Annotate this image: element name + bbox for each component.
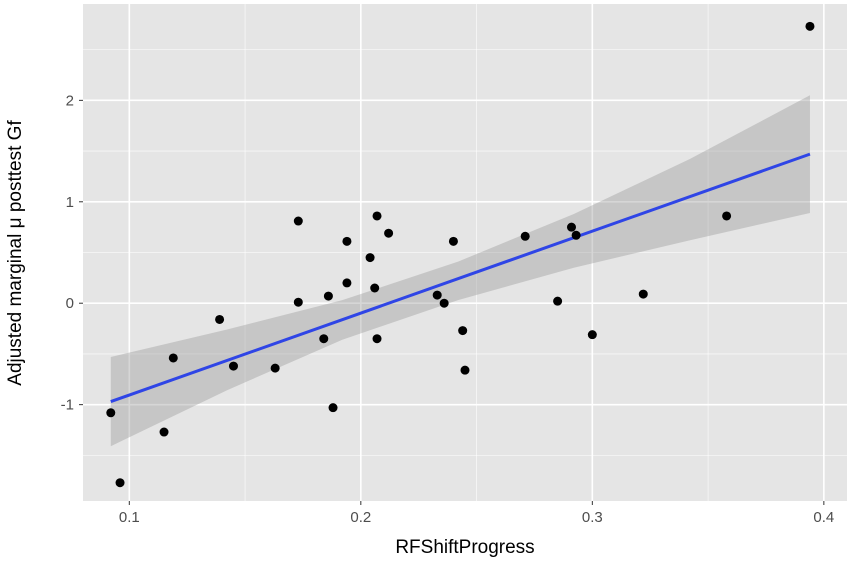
data-point [228,361,238,371]
data-points [106,21,815,488]
data-point [439,298,449,308]
data-point [106,408,116,418]
regression-line [110,152,811,404]
x-axis-ticks: 0.1 0.2 0.3 0.4 [119,501,834,526]
data-point [328,403,338,413]
y-tick-label: 2 [66,92,74,109]
y-axis-ticks: -1 0 1 2 [61,92,83,414]
data-point [722,211,732,221]
data-point [448,236,458,246]
y-tick-label: -1 [61,397,74,414]
x-tick-label: 0.3 [582,509,603,526]
data-point [553,296,563,306]
minor-gridlines [83,4,847,501]
data-point [805,21,815,31]
data-point [520,231,530,241]
x-axis-title: RFShiftProgress [395,537,534,558]
data-point [159,427,169,437]
x-tick-label: 0.2 [350,509,371,526]
data-point [460,365,470,375]
data-point [384,228,394,238]
data-point [365,253,375,263]
data-point [638,289,648,299]
x-tick-label: 0.4 [813,509,834,526]
data-point [270,363,280,373]
major-gridlines [83,4,847,501]
data-point [571,230,581,240]
data-point [319,334,329,344]
data-point [370,283,380,293]
data-point [293,297,303,307]
data-point [458,326,468,336]
data-point [566,222,576,232]
data-point [432,290,442,300]
data-point [115,478,125,488]
data-point [323,291,333,301]
data-point [215,314,225,324]
y-axis-title: Adjusted marginal μ posttest Gf [5,120,26,386]
y-tick-label: 0 [66,295,74,312]
data-point [168,353,178,363]
x-tick-label: 0.1 [119,509,140,526]
data-point [587,330,597,340]
data-point [372,211,382,221]
data-point [342,278,352,288]
y-tick-label: 1 [66,194,74,211]
data-point [342,236,352,246]
data-point [372,334,382,344]
confidence-band [110,95,810,447]
data-point [293,216,303,226]
